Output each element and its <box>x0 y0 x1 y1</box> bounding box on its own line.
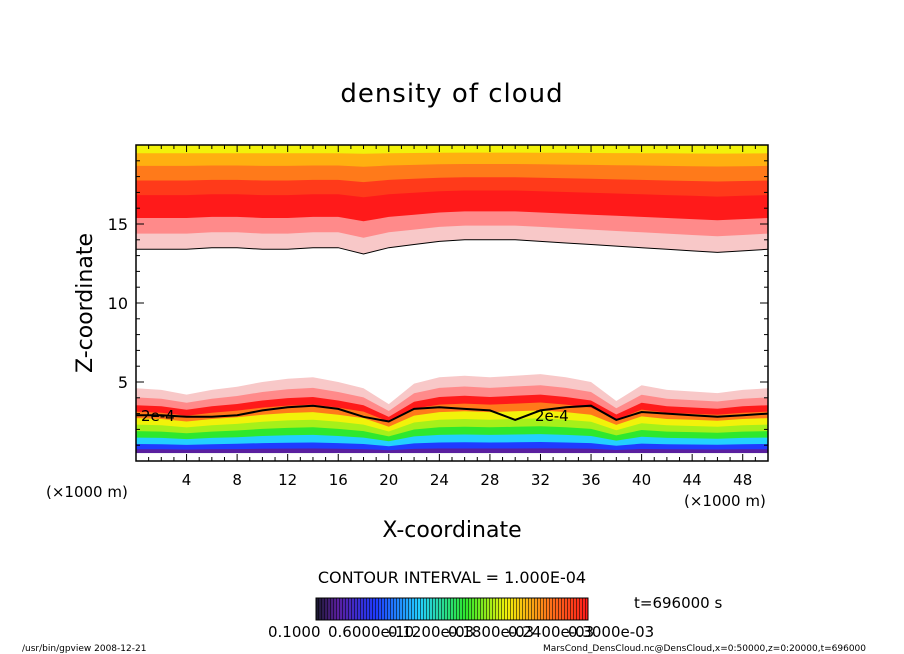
colorbar-label: 0.1000 <box>268 623 321 641</box>
colorbar-label: 0.1200e-03 <box>388 623 474 641</box>
x-tick-label: 8 <box>232 471 242 489</box>
x-axis: 4 8 12 16 20 24 28 32 36 40 44 48 <box>148 145 756 489</box>
x-tick-label: 36 <box>581 471 600 489</box>
y-axis: 5 10 15 <box>108 160 768 446</box>
y-axis-label: Z-coordinate <box>73 233 98 373</box>
y-tick-label: 5 <box>118 373 128 392</box>
y-tick-label: 15 <box>108 215 128 234</box>
contour-line-2e-4 <box>136 404 769 423</box>
x-tick-label: 28 <box>480 471 499 489</box>
x-tick-label: 44 <box>683 471 702 489</box>
upper-cloud-band <box>136 145 768 254</box>
x-tick-label: 24 <box>430 471 449 489</box>
lower-band-layer <box>136 448 768 454</box>
x-tick-label: 40 <box>632 471 651 489</box>
upper-band-layer <box>136 145 768 154</box>
colorbar-label: 0.1800e-03 <box>448 623 534 641</box>
colorbar <box>315 597 589 621</box>
colorbar-labels: 0.1000 0.6000e-100.1200e-030.1800e-030.24… <box>268 623 654 641</box>
colorbar-label: 0.3000e-03 <box>568 623 654 641</box>
colorbar-label: 0.6000e-10 <box>328 623 414 641</box>
time-label: t=696000 s <box>634 594 722 612</box>
x-tick-label: 20 <box>379 471 398 489</box>
x-tick-label: 48 <box>733 471 752 489</box>
contour-interval-text: CONTOUR INTERVAL = 1.000E-04 <box>318 568 586 587</box>
colorbar-stripes <box>316 598 588 620</box>
y-unit-label: (×1000 m) <box>46 483 128 501</box>
x-tick-label: 4 <box>182 471 192 489</box>
x-tick-label: 32 <box>531 471 550 489</box>
x-tick-label: 12 <box>278 471 297 489</box>
upper-contour-line <box>136 239 769 255</box>
contour-label: 2e-4 <box>141 407 175 425</box>
x-tick-label: 16 <box>329 471 348 489</box>
footer-left: /usr/bin/gpview 2008-12-21 <box>22 644 146 654</box>
colorbar-label: 0.2400e-03 <box>508 623 594 641</box>
y-tick-label: 10 <box>108 294 128 313</box>
footer-right: MarsCond_DensCloud.nc@DensCloud,x=0:5000… <box>543 644 866 654</box>
chart-title: density of cloud <box>340 79 563 109</box>
plot-area: 2e-4 2e-4 <box>135 144 769 462</box>
contour-label: 2e-4 <box>535 407 569 425</box>
lower-cloud-band <box>136 374 768 461</box>
colorbar-frame <box>315 597 589 621</box>
x-axis-label: X-coordinate <box>382 518 521 543</box>
x-unit-label: (×1000 m) <box>684 492 766 510</box>
